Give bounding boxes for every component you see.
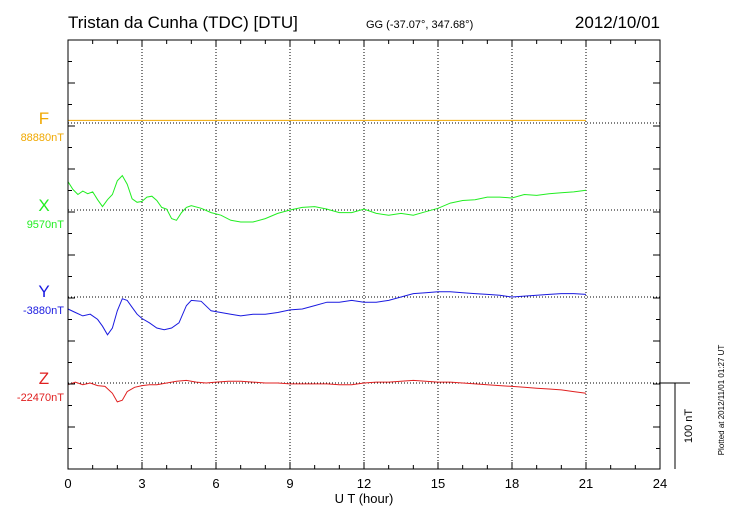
x-tick-label-3: 3 (138, 476, 145, 491)
axis-ticks (67, 40, 661, 469)
x-tick-label-9: 9 (286, 476, 293, 491)
series-labels: F 88880nT X 9570nT Y -3880nT Z -22470nT (17, 109, 64, 404)
series-baseline-value-y: -3880nT (23, 305, 64, 317)
scale-bar-label: 100 nT (683, 409, 695, 444)
x-tick-label-0: 0 (64, 476, 71, 491)
x-tick-label-24: 24 (653, 476, 667, 491)
series-baseline-value-x: 9570nT (27, 219, 65, 231)
plotted-timestamp: Plotted at 2012/11/01 01:27 UT (717, 345, 726, 456)
station-title: Tristan da Cunha (TDC) [DTU] (68, 13, 298, 32)
x-tick-label-18: 18 (505, 476, 519, 491)
series-lines (67, 119, 587, 403)
series-line-x (67, 174, 587, 223)
series-line-y (67, 291, 587, 336)
x-tick-label-21: 21 (579, 476, 593, 491)
plot-frame (67, 39, 661, 470)
series-baseline-value-z: -22470nT (17, 392, 64, 404)
x-tick-label-12: 12 (357, 476, 371, 491)
date-label: 2012/10/01 (575, 13, 660, 32)
series-name-y: Y (38, 282, 49, 301)
series-line-z (67, 379, 587, 403)
grid-lines (141, 40, 587, 469)
x-tick-labels: 0 3 6 9 12 15 18 21 24 (64, 476, 667, 491)
scale-bar: 100 nT (660, 382, 695, 469)
series-name-x: X (38, 196, 49, 215)
series-baseline-value-f: 88880nT (21, 132, 65, 144)
coordinates-label: GG (-37.07°, 347.68°) (366, 19, 473, 31)
x-tick-label-15: 15 (431, 476, 445, 491)
series-name-f: F (39, 109, 49, 128)
series-name-z: Z (39, 369, 49, 388)
x-tick-label-6: 6 (212, 476, 219, 491)
x-axis-label: U T (hour) (335, 491, 394, 506)
